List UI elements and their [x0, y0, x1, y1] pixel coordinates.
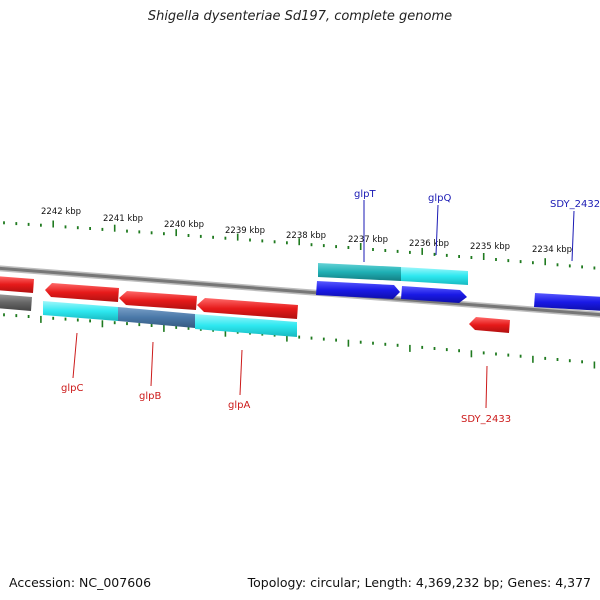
gene-label-glpB[interactable]: glpB: [139, 391, 161, 402]
gene-left-gray[interactable]: [0, 294, 32, 311]
gene-glpC-cds[interactable]: [43, 301, 118, 321]
kbp-label: 2237 kbp: [348, 235, 388, 245]
gene-glpC[interactable]: [45, 283, 119, 302]
kbp-label: 2235 kbp: [470, 242, 510, 252]
gene-glpA-cds[interactable]: [195, 314, 297, 337]
gene-label-glpC[interactable]: glpC: [61, 383, 83, 394]
kbp-label: 2238 kbp: [286, 231, 326, 241]
forward-genes: [316, 263, 600, 311]
kbp-label: 2241 kbp: [103, 214, 143, 224]
gene-label-glpA[interactable]: glpA: [228, 400, 250, 411]
gene-SDY_2432[interactable]: [534, 293, 600, 311]
chromosome-backbone-core: [0, 266, 600, 317]
kbp-label: 2236 kbp: [409, 239, 449, 249]
reverse-genes: [0, 276, 510, 337]
gene-label-glpQ[interactable]: glpQ: [428, 193, 451, 204]
gene-glpQ[interactable]: [401, 286, 467, 303]
kbp-scale-labels: 2242 kbp 2241 kbp 2240 kbp 2239 kbp 2238…: [41, 207, 572, 255]
kbp-label: 2239 kbp: [225, 226, 265, 236]
gene-label-SDY_2432[interactable]: SDY_2432: [550, 199, 600, 210]
outer-scale-ticks: [3, 220, 596, 270]
gene-left-partial[interactable]: [0, 276, 34, 293]
gene-glpB-cds[interactable]: [118, 307, 195, 328]
forward-gene-labels: glpT glpQ SDY_2432: [354, 189, 600, 262]
gene-label-SDY_2433[interactable]: SDY_2433: [461, 414, 511, 425]
reverse-gene-labels: glpC glpB glpA SDY_2433: [61, 332, 511, 425]
gene-glpT-cds[interactable]: [318, 263, 401, 281]
gene-glpT[interactable]: [316, 281, 400, 299]
accession-text: Accession: NC_007606: [9, 575, 152, 590]
gene-label-glpT[interactable]: glpT: [354, 189, 376, 200]
map-title: Shigella dysenteriae Sd197, complete gen…: [147, 9, 453, 24]
gene-glpA[interactable]: [197, 298, 298, 319]
gene-SDY_2433[interactable]: [469, 317, 510, 333]
kbp-label: 2240 kbp: [164, 220, 204, 230]
kbp-label: 2234 kbp: [532, 245, 572, 255]
gene-glpQ-cds[interactable]: [401, 267, 468, 285]
kbp-label: 2242 kbp: [41, 207, 81, 217]
genome-summary-text: Topology: circular; Length: 4,369,232 bp…: [247, 575, 591, 590]
gene-glpB[interactable]: [119, 291, 197, 310]
